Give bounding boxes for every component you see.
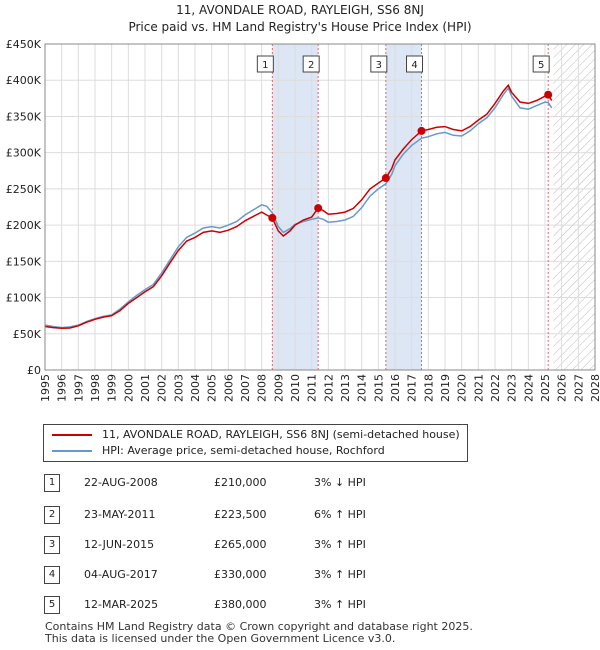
sale-label-number: 4 <box>411 60 417 71</box>
y-tick-label: £150K <box>6 255 42 268</box>
transaction-date: 12-JUN-2015 <box>84 538 155 551</box>
sale-point <box>314 204 323 213</box>
transaction-hpi: 3% ↑ HPI <box>314 538 366 551</box>
x-tick-label: 2000 <box>122 374 135 402</box>
transaction-date: 22-AUG-2008 <box>84 476 158 489</box>
sale-label-number: 2 <box>308 60 314 71</box>
sale-point <box>417 126 426 135</box>
x-tick-label: 2024 <box>522 374 535 402</box>
legend-label-hpi: HPI: Average price, semi-detached house,… <box>102 444 385 457</box>
sale-label-box <box>302 55 320 73</box>
x-tick-label: 2002 <box>156 374 169 402</box>
x-tick-label: 2016 <box>389 374 402 402</box>
x-tick-label: 2011 <box>306 374 319 402</box>
x-tick-label: 2017 <box>406 374 419 402</box>
y-tick-label: £350K <box>6 110 42 123</box>
transaction-number: 4 <box>44 566 60 584</box>
legend-item-property: 11, AVONDALE ROAD, RAYLEIGH, SS6 8NJ (se… <box>52 427 460 443</box>
x-tick-label: 2026 <box>556 374 569 402</box>
price-chart: 1 2 3 4 5 £0 £50K £100K £150K £200K £250K £300K £350… <box>6 38 600 402</box>
x-tick-label: 2027 <box>572 374 585 402</box>
x-tick-label: 2015 <box>372 374 385 402</box>
x-tick-label: 2028 <box>589 374 600 402</box>
sale-label-box <box>406 55 423 73</box>
x-tick-label: 2009 <box>272 374 285 402</box>
transaction-date: 23-MAY-2011 <box>84 508 156 521</box>
sale-point <box>544 90 553 99</box>
sale-point <box>381 174 390 183</box>
y-tick-label: £0 <box>27 364 41 377</box>
hpi-line <box>44 86 553 329</box>
legend-label-property: 11, AVONDALE ROAD, RAYLEIGH, SS6 8NJ (se… <box>102 428 460 441</box>
legend: 11, AVONDALE ROAD, RAYLEIGH, SS6 8NJ (se… <box>43 424 468 462</box>
property-price-line <box>44 83 553 330</box>
x-tick-label: 1997 <box>72 374 85 402</box>
footer-licence: This data is licensed under the Open Gov… <box>45 632 396 645</box>
transaction-hpi: 3% ↑ HPI <box>314 598 366 611</box>
transaction-hpi: 3% ↑ HPI <box>314 568 366 581</box>
x-tick-label: 2013 <box>339 374 352 402</box>
transaction-number: 5 <box>44 596 60 614</box>
plot-border <box>44 43 596 371</box>
x-tick-label: 2018 <box>422 374 435 402</box>
legend-swatch-hpi <box>52 450 92 452</box>
x-tick-label: 2021 <box>472 374 485 402</box>
x-tick-label: 2005 <box>206 374 219 402</box>
forecast-hatch <box>553 44 595 370</box>
x-tick-label: 1996 <box>56 374 69 402</box>
x-tick-label: 2004 <box>189 374 202 402</box>
chart-subtitle: Price paid vs. HM Land Registry's House … <box>128 20 472 34</box>
transaction-price: £330,000 <box>214 568 267 581</box>
y-tick-label: £50K <box>13 328 42 341</box>
y-tick-label: £250K <box>6 183 42 196</box>
x-tick-label: 2025 <box>539 374 552 402</box>
y-tick-label: £300K <box>6 147 42 160</box>
x-tick-label: 2022 <box>489 374 502 402</box>
sale-label-box <box>256 55 274 73</box>
sale-label-box <box>370 55 388 73</box>
sale-label-number: 3 <box>376 60 382 71</box>
transaction-hpi: 6% ↑ HPI <box>314 508 366 521</box>
sale-label-number: 5 <box>538 60 544 71</box>
x-tick-label: 2003 <box>172 374 185 402</box>
x-tick-label: 1995 <box>39 374 52 402</box>
transaction-price: £223,500 <box>214 508 267 521</box>
x-tick-label: 2006 <box>222 374 235 402</box>
legend-item-hpi: HPI: Average price, semi-detached house,… <box>52 443 385 459</box>
transaction-number: 1 <box>44 474 60 492</box>
x-tick-label: 2020 <box>456 374 469 402</box>
legend-swatch-property <box>52 434 92 436</box>
transaction-price: £265,000 <box>214 538 267 551</box>
x-tick-label: 2010 <box>289 374 302 402</box>
x-tick-label: 2007 <box>239 374 252 402</box>
sale-point <box>268 213 277 222</box>
x-tick-label: 2008 <box>256 374 269 402</box>
transaction-date: 12-MAR-2025 <box>84 598 159 611</box>
x-tick-label: 2023 <box>506 374 519 402</box>
y-tick-label: £400K <box>6 74 42 87</box>
x-tick-label: 1998 <box>89 374 102 402</box>
chart-title: 11, AVONDALE ROAD, RAYLEIGH, SS6 8NJ <box>176 3 424 17</box>
shaded-range <box>385 44 422 370</box>
x-tick-label: 2014 <box>356 374 369 402</box>
sale-label-number: 1 <box>262 60 268 71</box>
transaction-number: 2 <box>44 506 60 524</box>
transaction-price: £210,000 <box>214 476 267 489</box>
x-tick-label: 2012 <box>322 374 335 402</box>
transaction-price: £380,000 <box>214 598 267 611</box>
footer-copyright: Contains HM Land Registry data © Crown c… <box>45 620 473 633</box>
x-tick-label: 2001 <box>139 374 152 402</box>
transaction-hpi: 3% ↓ HPI <box>314 476 366 489</box>
sale-label-box <box>532 55 550 73</box>
transaction-date: 04-AUG-2017 <box>84 568 158 581</box>
transaction-number: 3 <box>44 536 60 554</box>
x-tick-label: 2019 <box>439 374 452 402</box>
y-tick-label: £200K <box>6 219 42 232</box>
y-tick-label: £100K <box>6 292 42 305</box>
x-tick-label: 1999 <box>106 374 119 402</box>
y-tick-label: £450K <box>6 38 42 51</box>
